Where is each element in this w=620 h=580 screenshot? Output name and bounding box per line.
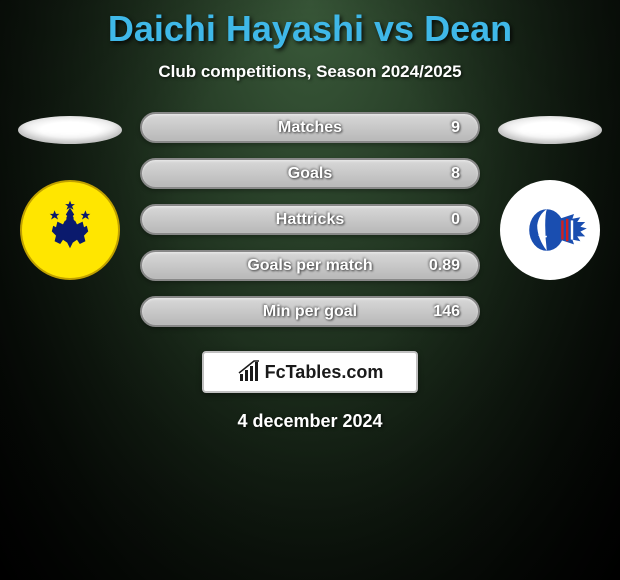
subtitle: Club competitions, Season 2024/2025 bbox=[0, 62, 620, 82]
player2-club-logo bbox=[500, 180, 600, 280]
comparison-title: Daichi Hayashi vs Dean bbox=[0, 8, 620, 50]
stat-value-right: 9 bbox=[451, 119, 460, 137]
stat-row-matches: Matches 9 bbox=[140, 112, 480, 143]
player1-club-logo bbox=[20, 180, 120, 280]
left-side bbox=[10, 112, 130, 280]
player1-oval bbox=[18, 116, 122, 144]
stat-row-gpm: Goals per match 0.89 bbox=[140, 250, 480, 281]
brand-box[interactable]: FcTables.com bbox=[202, 351, 418, 393]
chart-icon bbox=[237, 360, 261, 384]
brand-text: FcTables.com bbox=[265, 362, 384, 383]
date-label: 4 december 2024 bbox=[0, 411, 620, 432]
stat-row-mpg: Min per goal 146 bbox=[140, 296, 480, 327]
stat-label: Hattricks bbox=[276, 211, 344, 229]
stat-label: Matches bbox=[278, 119, 342, 137]
stat-value-right: 0.89 bbox=[429, 257, 460, 275]
stat-row-goals: Goals 8 bbox=[140, 158, 480, 189]
player2-oval bbox=[498, 116, 602, 144]
stvv-crest-icon bbox=[35, 195, 105, 265]
stat-row-hattricks: Hattricks 0 bbox=[140, 204, 480, 235]
player1-name: Daichi Hayashi bbox=[108, 8, 364, 49]
main-content: Matches 9 Goals 8 Hattricks 0 Goals per … bbox=[0, 112, 620, 327]
stat-label: Min per goal bbox=[263, 303, 357, 321]
stat-value-right: 8 bbox=[451, 165, 460, 183]
stat-label: Goals bbox=[288, 165, 332, 183]
stats-list: Matches 9 Goals 8 Hattricks 0 Goals per … bbox=[140, 112, 480, 327]
vs-label: vs bbox=[374, 8, 414, 49]
stat-value-right: 0 bbox=[451, 211, 460, 229]
right-side bbox=[490, 112, 610, 280]
comparison-card: Daichi Hayashi vs Dean Club competitions… bbox=[0, 0, 620, 432]
stat-value-right: 146 bbox=[433, 303, 460, 321]
gent-crest-icon bbox=[510, 190, 590, 270]
stat-label: Goals per match bbox=[247, 257, 372, 275]
player2-name: Dean bbox=[424, 8, 512, 49]
